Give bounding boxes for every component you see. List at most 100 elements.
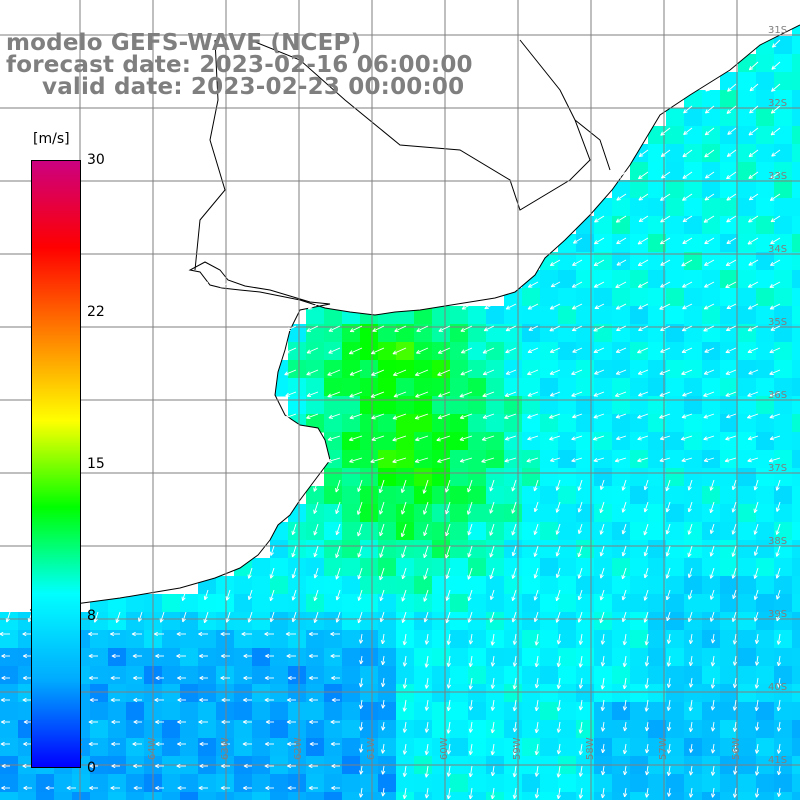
speed-cell: [648, 504, 667, 523]
wind-arrow-head: [616, 261, 620, 266]
wind-arrow-head: [415, 393, 419, 398]
wind-arrow-head: [492, 772, 496, 777]
wind-arrow-head: [489, 532, 494, 536]
wind-arrow-head: [225, 596, 228, 601]
wind-arrow-head: [160, 619, 164, 623]
speed-cell: [738, 360, 757, 379]
wind-arrow-head: [776, 706, 779, 711]
wind-arrow-head: [682, 196, 685, 201]
wind-arrow-head: [667, 707, 671, 711]
speed-cell: [378, 324, 397, 343]
wind-arrow-head: [555, 508, 558, 513]
wind-arrow-head: [703, 327, 707, 332]
wind-arrow: [616, 193, 627, 201]
speed-cell: [756, 414, 775, 433]
speed-cell: [684, 576, 703, 595]
wind-arrow-head: [23, 787, 28, 791]
wind-arrow: [557, 721, 561, 733]
speed-cell: [684, 792, 703, 800]
wind-arrow: [572, 413, 583, 418]
wind-arrow-head: [504, 392, 509, 397]
speed-cell: [612, 522, 631, 541]
wind-arrow-head: [533, 486, 535, 492]
speed-cell: [378, 792, 397, 800]
wind-arrow-head: [360, 683, 364, 688]
speed-cell: [342, 414, 361, 433]
wind-arrow-head: [513, 773, 517, 778]
speed-cell: [432, 468, 451, 487]
speed-cell: [558, 396, 577, 415]
speed-cell: [90, 702, 109, 721]
wind-arrow: [770, 215, 781, 223]
wind-arrow-head: [331, 675, 336, 679]
wind-arrow-head: [221, 721, 226, 725]
wind-arrow-head: [776, 640, 779, 645]
wind-arrow-head: [734, 728, 738, 732]
wind-arrow-head: [556, 574, 560, 579]
wind-arrow-head: [370, 459, 374, 463]
lon-label: 59W: [512, 737, 523, 760]
speed-cell: [324, 324, 343, 343]
speed-cell: [666, 180, 685, 199]
wind-arrow: [335, 567, 341, 580]
wind-arrow-head: [769, 349, 773, 353]
speed-cell: [702, 648, 721, 667]
speed-cell: [198, 792, 217, 800]
wind-arrow-head: [645, 707, 649, 712]
wind-arrow-head: [88, 655, 93, 659]
speed-cell: [594, 522, 613, 541]
wind-arrow-head: [314, 597, 318, 602]
speed-cell: [630, 360, 649, 379]
speed-cell: [666, 198, 685, 217]
wind-arrow-head: [616, 240, 620, 244]
wind-arrow-head: [749, 111, 754, 114]
wind-arrow-head: [357, 575, 359, 580]
speed-cell: [720, 126, 739, 145]
wind-arrow-head: [177, 743, 182, 747]
wind-arrow-head: [593, 460, 598, 463]
wind-arrow-head: [467, 511, 472, 515]
wind-arrow-head: [445, 531, 447, 536]
wind-arrow-head: [601, 707, 605, 711]
wind-arrow: [357, 545, 363, 558]
speed-cell: [306, 558, 325, 577]
wind-arrow-head: [666, 771, 669, 776]
speed-cell: [378, 576, 397, 595]
wind-arrow: [578, 523, 583, 534]
wind-arrow-head: [423, 618, 426, 623]
speed-cell: [666, 558, 685, 577]
wind-arrow-head: [403, 707, 407, 712]
speed-cell: [720, 594, 739, 613]
wind-arrow-head: [512, 685, 515, 690]
lon-label: 64W: [147, 737, 158, 760]
speed-cell: [288, 666, 307, 685]
speed-cell: [468, 666, 487, 685]
wind-arrow-head: [133, 765, 138, 769]
wind-arrow: [726, 171, 737, 180]
wind-arrow-head: [66, 785, 71, 789]
speed-cell: [324, 630, 343, 649]
wind-arrow: [327, 369, 341, 376]
wind-arrow-head: [600, 531, 604, 535]
wind-arrow: [360, 743, 363, 753]
speed-cell: [576, 504, 595, 523]
speed-cell: [738, 72, 757, 91]
wind-arrow-head: [665, 552, 668, 557]
wind-arrow: [637, 435, 649, 440]
speed-cell: [702, 162, 721, 181]
wind-arrow-head: [131, 633, 136, 637]
wind-arrow: [593, 391, 605, 397]
wind-arrow-head: [504, 458, 509, 462]
speed-cell: [576, 684, 595, 703]
speed-cell: [522, 720, 541, 739]
wind-arrow: [747, 325, 759, 332]
wind-arrow-head: [349, 328, 354, 332]
speed-cell: [558, 558, 577, 577]
speed-cell: [252, 738, 271, 757]
wind-arrow-head: [88, 741, 93, 745]
wind-arrow-head: [459, 415, 464, 419]
wind-arrow-head: [492, 662, 496, 667]
wind-arrow-head: [533, 507, 536, 512]
wind-arrow: [403, 633, 407, 646]
wind-arrow-head: [379, 531, 381, 536]
